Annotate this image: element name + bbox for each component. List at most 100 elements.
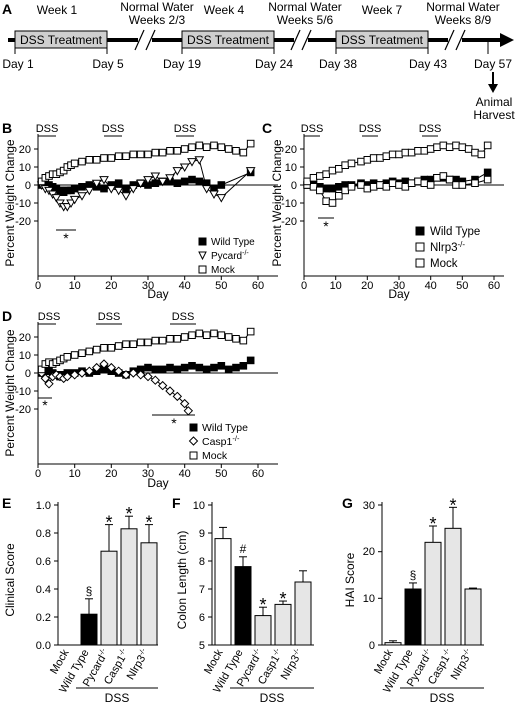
data-point-nlrp3 bbox=[439, 172, 448, 180]
data-point-pycard bbox=[143, 176, 153, 185]
timeline-break-2 bbox=[290, 29, 312, 51]
data-point-wild-type bbox=[70, 184, 79, 193]
data-point-mock bbox=[136, 338, 145, 347]
data-point-pycard bbox=[216, 194, 227, 203]
legend-label: Wild Type bbox=[211, 237, 255, 248]
bar-casp1 bbox=[444, 527, 462, 646]
panel-b-ytick: 20 bbox=[19, 144, 31, 156]
data-point-mock bbox=[401, 148, 410, 157]
panel-e-ylabel: Clinical Score bbox=[3, 543, 17, 617]
data-point-mock bbox=[158, 148, 167, 157]
data-point-mock bbox=[217, 143, 226, 151]
data-point-mock bbox=[195, 141, 204, 150]
svg-text:Nlrp3-/-: Nlrp3-/- bbox=[125, 647, 152, 682]
data-point-mock bbox=[188, 143, 196, 151]
data-point-nlrp3 bbox=[414, 177, 422, 186]
bar-mock bbox=[384, 642, 402, 646]
panel-b-xtick: 30 bbox=[142, 280, 154, 292]
data-point-wild-type bbox=[173, 179, 182, 187]
data-point-nlrp3 bbox=[471, 179, 479, 187]
panel-c-ytick: 10 bbox=[285, 162, 297, 174]
data-point-pycard bbox=[245, 167, 256, 176]
data-point-mock bbox=[202, 331, 211, 339]
harvest-arrow-head bbox=[488, 84, 498, 93]
panel-a-timeline: A Week 1 Week 4 Week 7 Normal Water Week… bbox=[2, 0, 515, 122]
category-label: Nlrp3 bbox=[125, 653, 149, 682]
data-point-mock bbox=[78, 349, 86, 357]
panel-d-ytick: 0 bbox=[25, 368, 31, 380]
panel-b-ylabel: Percent Weight Change bbox=[3, 139, 17, 267]
data-point-mock bbox=[107, 344, 116, 352]
panel-f-ytick: 8 bbox=[199, 556, 205, 568]
data-point-wild-type bbox=[195, 177, 204, 186]
data-point-mock bbox=[92, 345, 101, 354]
data-point-mock bbox=[100, 344, 108, 352]
data-point-mock bbox=[100, 154, 108, 162]
legend-sup: -/- bbox=[232, 434, 240, 443]
category-sup: -/- bbox=[272, 647, 282, 657]
panel-c-series bbox=[303, 141, 492, 207]
svg-text:Nlrp3-/-: Nlrp3-/- bbox=[279, 647, 306, 682]
treatment-label-3: DSS Treatment bbox=[341, 33, 424, 47]
data-point-mock bbox=[195, 329, 204, 338]
bar-casp1 bbox=[120, 528, 138, 646]
data-point-mock bbox=[239, 148, 248, 157]
data-point-mock bbox=[464, 145, 473, 153]
data-point-mock bbox=[328, 166, 337, 175]
panel-d-weight-chart: D Percent Weight Change Day 0 10 20 30 4… bbox=[2, 308, 278, 490]
panel-d-xtick: 20 bbox=[105, 468, 117, 480]
data-point-pycard bbox=[201, 185, 212, 194]
data-point-mock bbox=[85, 156, 94, 164]
legend-marker-mock bbox=[415, 258, 425, 268]
category-label: Nlrp3 bbox=[449, 653, 473, 682]
panel-b-ytick: 10 bbox=[19, 162, 31, 174]
panel-d-xtick: 40 bbox=[179, 468, 191, 480]
data-point-mock bbox=[180, 145, 189, 153]
panel-b-xtick: 0 bbox=[35, 280, 41, 292]
panel-e-letter: E bbox=[2, 495, 11, 511]
data-point-pycard bbox=[66, 199, 76, 209]
data-point-nlrp3 bbox=[309, 183, 318, 191]
data-point-mock bbox=[122, 152, 130, 160]
panel-c-xtick: 60 bbox=[488, 280, 500, 292]
data-point-mock bbox=[239, 336, 248, 345]
legend-marker-nlrp3 bbox=[415, 242, 425, 252]
panel-f-ytick: 9 bbox=[199, 528, 205, 540]
legend-marker-casp1 bbox=[188, 436, 199, 446]
day-label-1: Day 1 bbox=[2, 57, 34, 71]
panel-b-xticks: 0 10 20 30 40 50 60 bbox=[35, 276, 264, 292]
svg-text:Casp1-/-: Casp1-/- bbox=[202, 434, 240, 448]
category-sup: -/- bbox=[462, 647, 472, 657]
data-point-pycard bbox=[77, 192, 87, 201]
dss-label: DSS bbox=[36, 123, 59, 135]
treatment-box-3 bbox=[335, 30, 429, 49]
data-point-mock bbox=[357, 157, 365, 166]
data-point-mock bbox=[180, 333, 189, 341]
data-point-mock bbox=[129, 340, 138, 348]
data-point-mock bbox=[173, 147, 182, 155]
data-point-nlrp3 bbox=[328, 199, 337, 207]
data-point-pycard bbox=[121, 192, 131, 201]
water-label-1-line2: Weeks 2/3 bbox=[129, 13, 186, 27]
data-point-mock bbox=[129, 150, 138, 159]
bar-pycard bbox=[424, 541, 442, 646]
data-point-mock bbox=[151, 336, 160, 345]
data-point-casp1 bbox=[84, 366, 95, 376]
data-point-casp1 bbox=[157, 380, 168, 391]
data-point-pycard bbox=[106, 185, 117, 194]
data-point-mock bbox=[471, 148, 479, 157]
data-point-mock bbox=[445, 143, 454, 151]
panel-c-xtick: 0 bbox=[301, 280, 307, 292]
dss-group-label: DSS bbox=[430, 691, 455, 705]
data-point-nlrp3 bbox=[401, 183, 410, 191]
panel-c-letter: C bbox=[262, 120, 272, 136]
data-point-casp1 bbox=[143, 371, 153, 382]
data-point-wild-type bbox=[166, 363, 174, 372]
timeline-arrow-head bbox=[500, 33, 514, 47]
category-sup: -/- bbox=[138, 647, 148, 657]
significance-mark: * bbox=[449, 495, 456, 515]
data-point-mock bbox=[309, 174, 318, 182]
data-point-nlrp3 bbox=[426, 181, 435, 189]
data-point-casp1 bbox=[179, 398, 190, 409]
